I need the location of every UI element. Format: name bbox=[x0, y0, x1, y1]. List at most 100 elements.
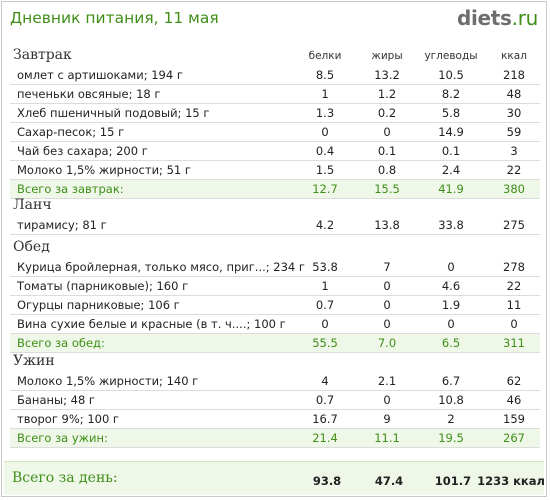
total-carbs: 6.5 bbox=[441, 336, 461, 350]
total-kcal: 267 bbox=[503, 431, 525, 445]
day-total-kcal: 1233 ккал bbox=[477, 474, 545, 488]
food-row[interactable]: печеньки овсяные; 18 г 1 1.2 8.2 48 bbox=[10, 85, 540, 104]
day-total-carbs: 101.7 bbox=[434, 474, 472, 488]
total-carbs: 41.9 bbox=[438, 182, 464, 196]
food-name: печеньки овсяные; 18 г bbox=[17, 87, 161, 101]
day-total-row: Всего за день: 93.8 47.4 101.7 1233 ккал bbox=[4, 461, 545, 495]
food-kcal: 278 bbox=[503, 260, 525, 274]
food-kcal: 159 bbox=[503, 412, 525, 426]
food-kcal: 59 bbox=[506, 125, 522, 139]
food-name: Хлеб пшеничный подовый; 15 г bbox=[17, 106, 210, 120]
meal-rows: Курица бройлерная, только мясо, приг...;… bbox=[10, 258, 540, 353]
food-row[interactable]: Молоко 1,5% жирности; 51 г 1.5 0.8 2.4 22 bbox=[10, 161, 540, 180]
food-carbs: 14.9 bbox=[438, 125, 464, 139]
food-protein: 0 bbox=[321, 317, 329, 331]
food-fat: 2.1 bbox=[377, 374, 397, 388]
meal-total-row: Всего за ужин: 21.4 11.1 19.5 267 bbox=[10, 429, 540, 448]
food-row[interactable]: омлет с артишоками; 194 г 8.5 13.2 10.5 218 bbox=[10, 66, 540, 85]
total-carbs: 19.5 bbox=[438, 431, 464, 445]
food-fat: 13.8 bbox=[374, 218, 400, 232]
food-fat: 13.2 bbox=[374, 68, 400, 82]
food-carbs: 0 bbox=[447, 260, 455, 274]
food-row[interactable]: Огурцы парниковые; 106 г 0.7 0 1.9 11 bbox=[10, 296, 540, 315]
total-kcal: 380 bbox=[503, 182, 525, 196]
meal-lunch: Ланч тирамису; 81 г 4.2 13.8 33.8 275 bbox=[10, 194, 540, 235]
food-fat: 0 bbox=[383, 317, 391, 331]
food-protein: 16.7 bbox=[312, 412, 338, 426]
food-kcal: 62 bbox=[506, 374, 522, 388]
col-protein: белки bbox=[308, 50, 342, 62]
total-name: Всего за обед: bbox=[17, 336, 105, 350]
food-kcal: 11 bbox=[506, 298, 522, 312]
meal-rows: Молоко 1,5% жирности; 140 г 4 2.1 6.7 62 Бана… bbox=[10, 372, 540, 448]
food-name: Курица бройлерная, только мясо, приг...;… bbox=[17, 260, 305, 274]
food-row[interactable]: Чай без сахара; 200 г 0.4 0.1 0.1 3 bbox=[10, 142, 540, 161]
food-row[interactable]: тирамису; 81 г 4.2 13.8 33.8 275 bbox=[10, 216, 540, 235]
food-carbs: 8.2 bbox=[441, 87, 461, 101]
food-fat: 0 bbox=[383, 279, 391, 293]
meal-total-row: Всего за завтрак: 12.7 15.5 41.9 380 bbox=[10, 180, 540, 199]
food-row[interactable]: Вина сухие белые и красные (в т. ч....; … bbox=[10, 315, 540, 334]
food-name: Томаты (парниковые); 160 г bbox=[17, 279, 189, 293]
food-row[interactable]: Томаты (парниковые); 160 г 1 0 4.6 22 bbox=[10, 277, 540, 296]
meal-rows: омлет с артишоками; 194 г 8.5 13.2 10.5 218 п… bbox=[10, 66, 540, 199]
food-name: Молоко 1,5% жирности; 140 г bbox=[17, 374, 199, 388]
food-kcal: 275 bbox=[503, 218, 525, 232]
total-protein: 21.4 bbox=[312, 431, 338, 445]
food-carbs: 33.8 bbox=[438, 218, 464, 232]
food-name: Вина сухие белые и красные (в т. ч....; … bbox=[17, 317, 286, 331]
food-fat: 0.8 bbox=[377, 163, 397, 177]
food-protein: 0.7 bbox=[315, 298, 335, 312]
food-protein: 4.2 bbox=[315, 218, 335, 232]
food-carbs: 6.7 bbox=[441, 374, 461, 388]
food-protein: 4 bbox=[321, 374, 329, 388]
food-name: творог 9%; 100 г bbox=[17, 412, 119, 426]
food-row[interactable]: Курица бройлерная, только мясо, приг...;… bbox=[10, 258, 540, 277]
food-kcal: 22 bbox=[506, 279, 522, 293]
col-fat: жиры bbox=[371, 50, 403, 62]
food-name: Молоко 1,5% жирности; 51 г bbox=[17, 163, 191, 177]
meal-name: Завтрак bbox=[13, 47, 72, 63]
food-row[interactable]: Сахар-песок; 15 г 0 0 14.9 59 bbox=[10, 123, 540, 142]
site-logo[interactable]: diets.ru bbox=[457, 6, 538, 30]
food-kcal: 3 bbox=[510, 144, 518, 158]
food-protein: 1.5 bbox=[315, 163, 335, 177]
food-carbs: 0 bbox=[447, 317, 455, 331]
food-name: Сахар-песок; 15 г bbox=[17, 125, 125, 139]
food-row[interactable]: Бананы; 48 г 0.7 0 10.8 46 bbox=[10, 391, 540, 410]
food-name: тирамису; 81 г bbox=[17, 218, 107, 232]
meal-header: Ужин bbox=[10, 350, 540, 372]
food-fat: 0 bbox=[383, 125, 391, 139]
food-kcal: 46 bbox=[506, 393, 522, 407]
food-protein: 8.5 bbox=[315, 68, 335, 82]
total-name: Всего за ужин: bbox=[17, 431, 108, 445]
meal-rows: тирамису; 81 г 4.2 13.8 33.8 275 bbox=[10, 216, 540, 235]
food-name: омлет с артишоками; 194 г bbox=[17, 68, 183, 82]
food-kcal: 0 bbox=[510, 317, 518, 331]
header: Дневник питания, 11 мая diets.ru bbox=[2, 2, 546, 38]
day-total-protein: 93.8 bbox=[312, 474, 342, 488]
total-protein: 12.7 bbox=[312, 182, 338, 196]
food-row[interactable]: творог 9%; 100 г 16.7 9 2 159 bbox=[10, 410, 540, 429]
food-fat: 1.2 bbox=[377, 87, 397, 101]
meal-name: Ужин bbox=[13, 353, 55, 369]
food-fat: 0.1 bbox=[377, 144, 397, 158]
food-carbs: 4.6 bbox=[441, 279, 461, 293]
total-fat: 15.5 bbox=[374, 182, 400, 196]
food-protein: 53.8 bbox=[312, 260, 338, 274]
logo-tld: .ru bbox=[511, 6, 539, 30]
day-total-fat: 47.4 bbox=[374, 474, 404, 488]
food-row[interactable]: Молоко 1,5% жирности; 140 г 4 2.1 6.7 62 bbox=[10, 372, 540, 391]
food-name: Чай без сахара; 200 г bbox=[17, 144, 148, 158]
food-name: Огурцы парниковые; 106 г bbox=[17, 298, 180, 312]
food-carbs: 0.1 bbox=[441, 144, 461, 158]
food-carbs: 5.8 bbox=[441, 106, 461, 120]
total-kcal: 311 bbox=[503, 336, 525, 350]
meal-breakfast: Завтрак белки жиры углеводы ккал омлет с… bbox=[10, 44, 540, 199]
day-total-label: Всего за день: bbox=[12, 470, 118, 486]
food-row[interactable]: Хлеб пшеничный подовый; 15 г 1.3 0.2 5.8 30 bbox=[10, 104, 540, 123]
food-protein: 1.3 bbox=[315, 106, 335, 120]
food-protein: 0.7 bbox=[315, 393, 335, 407]
food-fat: 0.2 bbox=[377, 106, 397, 120]
